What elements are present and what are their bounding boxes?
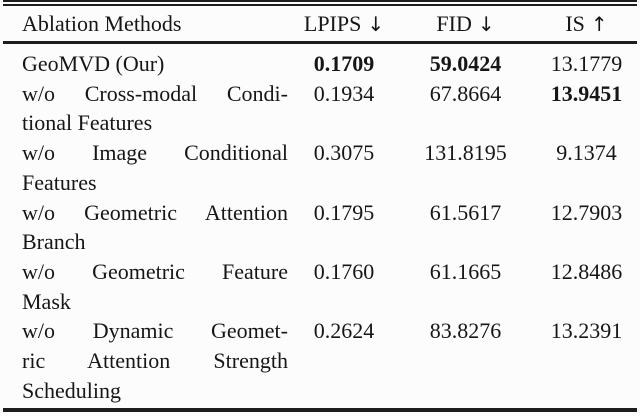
metric-value: 0.3075 (313, 140, 375, 166)
table-header-row: Ablation Methods LPIPS ↓ FID ↓ IS ↑ (0, 6, 640, 41)
down-arrow-icon: ↓ (367, 11, 385, 36)
table-row: GeoMVD (Our) 0.1709 59.0424 13.1779 (0, 49, 640, 79)
table-row: w/o Cross-modal Condi-tional Features 0.1… (0, 79, 640, 138)
table-row: w/o Geometric Attention Branch 0.1795 61.56… (0, 198, 640, 257)
method-line: Features (22, 169, 97, 195)
method-cell: GeoMVD (Our) (22, 49, 288, 79)
method-line: w/o Geometric Attention (22, 199, 288, 225)
metric-value: 12.7903 (550, 199, 623, 225)
method-line: tional Features (22, 110, 153, 136)
method-cell: w/o Dynamic Geomet-ric Attention Strengt… (22, 316, 288, 405)
metric-value: 13.1779 (550, 51, 623, 76)
metric-value: 12.8486 (550, 258, 623, 284)
column-header-label: FID (436, 10, 472, 36)
column-header-fid: FID ↓ (398, 11, 533, 37)
method-line: Scheduling (22, 377, 121, 403)
metric-value: 9.1374 (556, 140, 617, 166)
method-line: w/o Geometric Feature (22, 258, 288, 284)
column-header-ablation-methods: Ablation Methods (0, 11, 290, 37)
metric-value: 61.1665 (429, 258, 502, 284)
method-line: w/o Dynamic Geomet- (22, 318, 288, 344)
method-line: Branch (22, 229, 86, 255)
method-line: Mask (22, 288, 71, 314)
metric-value: 59.0424 (429, 51, 502, 76)
metric-value: 13.9451 (550, 80, 623, 106)
column-header-lpips: LPIPS ↓ (290, 11, 398, 37)
metric-value: 0.1934 (313, 80, 375, 106)
metric-value: 0.1795 (313, 199, 375, 225)
bottom-rule (3, 408, 637, 413)
column-header-label: Ablation Methods (22, 10, 182, 36)
column-header-label: LPIPS (303, 10, 362, 36)
column-header-is: IS ↑ (533, 11, 640, 37)
method-line: w/o Image Conditional (22, 140, 288, 166)
header-divider-rule (3, 41, 637, 44)
method-cell: w/o Cross-modal Condi-tional Features (22, 79, 288, 138)
method-cell: w/o Geometric Attention Branch (22, 198, 288, 257)
metric-value: 131.8195 (424, 140, 507, 166)
method-line: w/o Cross-modal Condi- (22, 80, 288, 106)
table-row: w/o Geometric Feature Mask 0.1760 61.1665 12… (0, 257, 640, 316)
metric-value: 61.5617 (429, 199, 502, 225)
metric-value: 13.2391 (550, 318, 623, 344)
top-rule-upper (3, 0, 637, 2)
metric-value: 0.2624 (313, 318, 375, 344)
metric-value: 67.8664 (429, 80, 502, 106)
table-row: w/o Dynamic Geomet-ric Attention Strengt… (0, 316, 640, 405)
metric-value: 0.1760 (313, 258, 375, 284)
top-rule-lower (3, 4, 637, 6)
method-cell: w/o Image Conditional Features (22, 138, 288, 197)
down-arrow-icon: ↓ (477, 11, 495, 36)
method-line: GeoMVD (Our) (22, 51, 165, 76)
table-row: w/o Image Conditional Features 0.3075 131.8… (0, 138, 640, 197)
metric-value: 0.1709 (313, 51, 375, 76)
metric-value: 83.8276 (429, 318, 502, 344)
table-body: GeoMVD (Our) 0.1709 59.0424 13.1779 w/o Cros… (0, 44, 640, 405)
up-arrow-icon: ↑ (590, 11, 608, 36)
method-line: ric Attention Strength (22, 348, 288, 374)
method-cell: w/o Geometric Feature Mask (22, 257, 288, 316)
column-header-label: IS (565, 10, 585, 36)
